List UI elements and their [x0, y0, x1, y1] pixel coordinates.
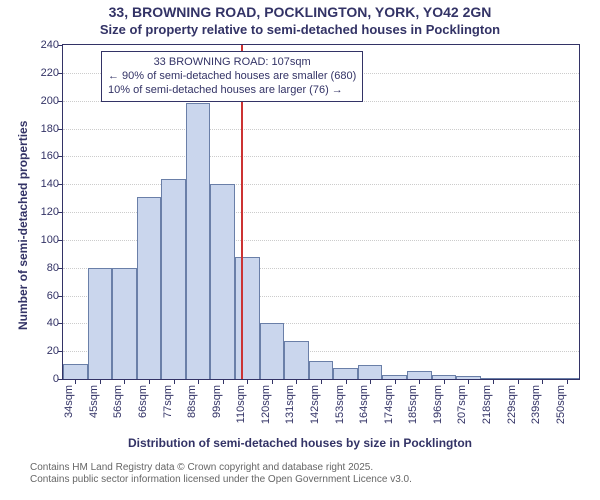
x-tick-mark [321, 379, 322, 384]
annotation-box: 33 BROWNING ROAD: 107sqm← 90% of semi-de… [101, 51, 363, 102]
gridline [63, 184, 579, 185]
y-tick-mark [58, 73, 63, 74]
x-tick-label: 45sqm [88, 385, 100, 418]
x-tick-label: 250sqm [555, 385, 567, 424]
gridline [63, 156, 579, 157]
histogram-bar [186, 103, 211, 379]
x-tick-label: 229sqm [506, 385, 518, 424]
plot-area: 02040608010012014016018020022024034sqm45… [62, 44, 580, 380]
y-tick-mark [58, 268, 63, 269]
histogram-bar [137, 197, 162, 379]
x-tick-mark [247, 379, 248, 384]
x-tick-label: 110sqm [235, 385, 247, 423]
x-tick-mark [346, 379, 347, 384]
x-tick-label: 120sqm [260, 385, 272, 424]
y-tick-label: 160 [41, 150, 59, 162]
x-tick-label: 34sqm [63, 385, 75, 418]
footer-line1: Contains HM Land Registry data © Crown c… [30, 462, 412, 474]
x-tick-label: 153sqm [334, 385, 346, 424]
x-tick-mark [542, 379, 543, 384]
footer-line2: Contains public sector information licen… [30, 474, 412, 486]
y-tick-label: 120 [41, 206, 59, 218]
histogram-bar [112, 268, 137, 379]
y-tick-mark [58, 129, 63, 130]
x-tick-mark [174, 379, 175, 384]
histogram-bar [309, 361, 334, 379]
x-tick-mark [124, 379, 125, 384]
y-tick-mark [58, 45, 63, 46]
x-tick-label: 185sqm [407, 385, 419, 424]
histogram-bar [161, 179, 186, 379]
x-tick-mark [370, 379, 371, 384]
histogram-bar [358, 365, 383, 379]
y-tick-mark [58, 212, 63, 213]
x-tick-label: 164sqm [358, 385, 370, 424]
x-tick-label: 88sqm [186, 385, 198, 418]
x-tick-mark [518, 379, 519, 384]
x-tick-label: 77sqm [162, 385, 174, 418]
x-tick-label: 142sqm [309, 385, 321, 424]
y-tick-label: 200 [41, 95, 59, 107]
x-tick-mark [272, 379, 273, 384]
x-tick-mark [198, 379, 199, 384]
y-tick-mark [58, 323, 63, 324]
annotation-title: 33 BROWNING ROAD: 107sqm [108, 56, 356, 70]
histogram-bar [407, 371, 432, 379]
y-tick-mark [58, 379, 63, 380]
y-tick-label: 140 [41, 178, 59, 190]
x-tick-mark [223, 379, 224, 384]
x-tick-label: 56sqm [112, 385, 124, 418]
y-tick-label: 220 [41, 67, 59, 79]
histogram-bar [63, 364, 88, 379]
x-axis-label: Distribution of semi-detached houses by … [0, 436, 600, 450]
y-tick-mark [58, 351, 63, 352]
y-tick-mark [58, 156, 63, 157]
title-main: 33, BROWNING ROAD, POCKLINGTON, YORK, YO… [0, 4, 600, 20]
x-tick-mark [75, 379, 76, 384]
y-tick-mark [58, 296, 63, 297]
y-tick-label: 240 [41, 39, 59, 51]
histogram-bar [235, 257, 260, 379]
y-tick-label: 180 [41, 123, 59, 135]
annotation-line1: ← 90% of semi-detached houses are smalle… [108, 70, 356, 84]
y-tick-mark [58, 240, 63, 241]
x-tick-mark [149, 379, 150, 384]
x-tick-mark [468, 379, 469, 384]
y-axis-label: Number of semi-detached properties [16, 121, 30, 330]
x-tick-label: 99sqm [211, 385, 223, 418]
x-tick-mark [296, 379, 297, 384]
gridline [63, 129, 579, 130]
histogram-bar [333, 368, 358, 379]
title-sub: Size of property relative to semi-detach… [0, 22, 600, 37]
x-tick-mark [444, 379, 445, 384]
x-tick-mark [419, 379, 420, 384]
x-tick-mark [395, 379, 396, 384]
histogram-bar [260, 323, 285, 379]
x-tick-mark [100, 379, 101, 384]
footer-attribution: Contains HM Land Registry data © Crown c… [30, 462, 412, 486]
histogram-bar [284, 341, 309, 379]
histogram-bar [210, 184, 235, 379]
y-tick-label: 100 [41, 234, 59, 246]
x-tick-label: 218sqm [481, 385, 493, 424]
x-tick-label: 66sqm [137, 385, 149, 418]
x-tick-label: 131sqm [284, 385, 296, 424]
annotation-line2: 10% of semi-detached houses are larger (… [108, 84, 356, 98]
x-tick-label: 239sqm [530, 385, 542, 424]
chart-container: 33, BROWNING ROAD, POCKLINGTON, YORK, YO… [0, 0, 600, 500]
y-tick-mark [58, 184, 63, 185]
x-tick-label: 207sqm [456, 385, 468, 424]
x-tick-mark [493, 379, 494, 384]
x-tick-label: 196sqm [432, 385, 444, 424]
y-tick-mark [58, 101, 63, 102]
histogram-bar [88, 268, 113, 379]
x-tick-label: 174sqm [383, 385, 395, 424]
x-tick-mark [567, 379, 568, 384]
